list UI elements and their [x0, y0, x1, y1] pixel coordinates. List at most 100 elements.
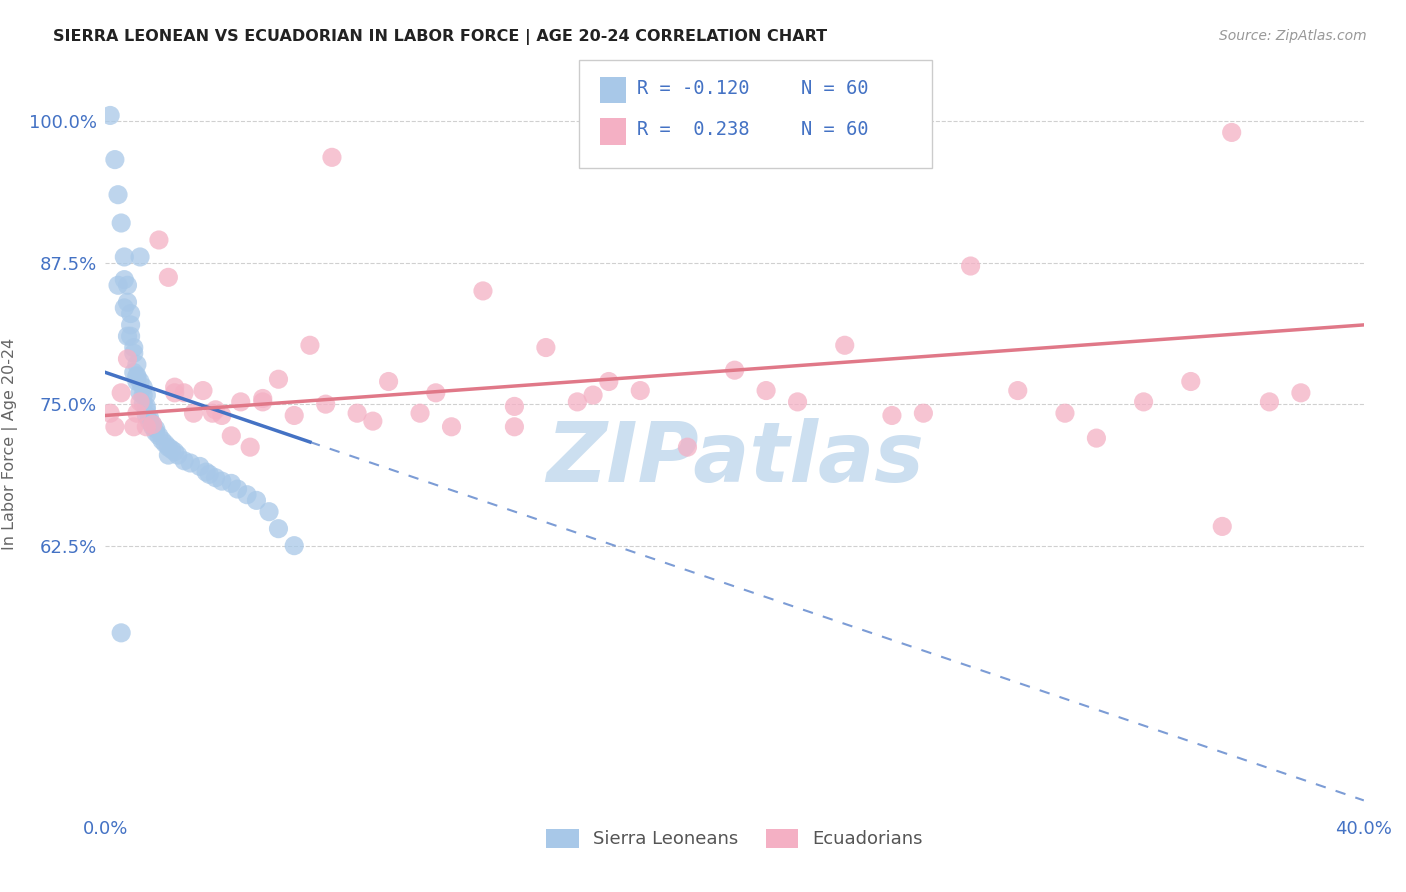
Point [132, 380, 155, 394]
Point [122, 346, 145, 360]
Point [257, 505, 280, 519]
Point [236, 488, 259, 502]
Point [129, 395, 152, 409]
Point [1053, 406, 1076, 420]
Point [1132, 395, 1154, 409]
Point [107, 187, 129, 202]
Point [142, 417, 165, 432]
Point [125, 370, 148, 384]
Point [132, 397, 155, 411]
Point [138, 410, 160, 425]
Point [267, 372, 290, 386]
Point [163, 380, 186, 394]
Point [125, 368, 148, 383]
Point [117, 295, 139, 310]
Point [229, 395, 252, 409]
Point [534, 341, 557, 355]
Point [628, 384, 651, 398]
Point [179, 456, 201, 470]
Point [112, 272, 135, 286]
Text: R = -0.120: R = -0.120 [637, 78, 749, 98]
Point [219, 476, 242, 491]
Point [145, 422, 167, 436]
Text: SIERRA LEONEAN VS ECUADORIAN IN LABOR FORCE | AGE 20-24 CORRELATION CHART: SIERRA LEONEAN VS ECUADORIAN IN LABOR FO… [53, 29, 828, 45]
Point [755, 384, 778, 398]
Point [163, 444, 186, 458]
Point [204, 471, 226, 485]
Point [122, 366, 145, 380]
Point [173, 454, 195, 468]
Point [98, 108, 121, 122]
Point [315, 397, 337, 411]
Point [252, 395, 274, 409]
Point [912, 406, 935, 420]
Point [471, 284, 495, 298]
Point [503, 400, 526, 414]
Point [110, 385, 132, 400]
Point [132, 388, 155, 402]
Point [120, 318, 142, 332]
Point [880, 409, 903, 423]
Point [198, 467, 221, 482]
Point [1211, 519, 1233, 533]
Point [239, 440, 262, 454]
Point [346, 406, 368, 420]
Point [163, 385, 186, 400]
Legend: Sierra Leoneans, Ecuadorians: Sierra Leoneans, Ecuadorians [538, 822, 931, 855]
Point [567, 395, 589, 409]
Point [142, 419, 165, 434]
Point [125, 406, 148, 420]
Point [283, 539, 305, 553]
Point [786, 395, 808, 409]
Point [377, 375, 399, 389]
Point [267, 522, 290, 536]
Point [1258, 395, 1281, 409]
Point [107, 278, 129, 293]
Point [582, 388, 605, 402]
Point [298, 338, 321, 352]
Point [117, 351, 139, 366]
Point [183, 406, 205, 420]
Point [120, 307, 142, 321]
Point [1007, 384, 1029, 398]
Point [145, 425, 167, 440]
Point [361, 414, 384, 428]
Point [160, 442, 183, 457]
Point [245, 493, 267, 508]
Point [321, 150, 343, 164]
Point [598, 375, 620, 389]
Point [117, 278, 139, 293]
Text: ZIPatlas: ZIPatlas [546, 418, 924, 499]
Point [155, 437, 177, 451]
Point [122, 341, 145, 355]
Point [135, 409, 157, 423]
Point [142, 417, 165, 432]
Point [1289, 385, 1312, 400]
Point [219, 429, 242, 443]
Point [201, 406, 224, 420]
Point [98, 406, 121, 420]
Point [157, 270, 180, 285]
Point [110, 625, 132, 640]
Point [252, 392, 274, 406]
Point [125, 358, 148, 372]
Point [1085, 431, 1108, 445]
Point [440, 419, 463, 434]
Point [104, 153, 127, 167]
Point [1180, 375, 1202, 389]
Point [148, 233, 170, 247]
Point [120, 329, 142, 343]
Point [138, 414, 160, 428]
Point [166, 448, 188, 462]
Point [157, 440, 180, 454]
Point [503, 419, 526, 434]
Point [1220, 125, 1243, 139]
Point [191, 384, 214, 398]
Point [204, 402, 226, 417]
Point [135, 402, 157, 417]
Point [112, 301, 135, 315]
Point [135, 400, 157, 414]
Point [129, 250, 152, 264]
Point [195, 465, 218, 479]
Point [125, 375, 148, 389]
